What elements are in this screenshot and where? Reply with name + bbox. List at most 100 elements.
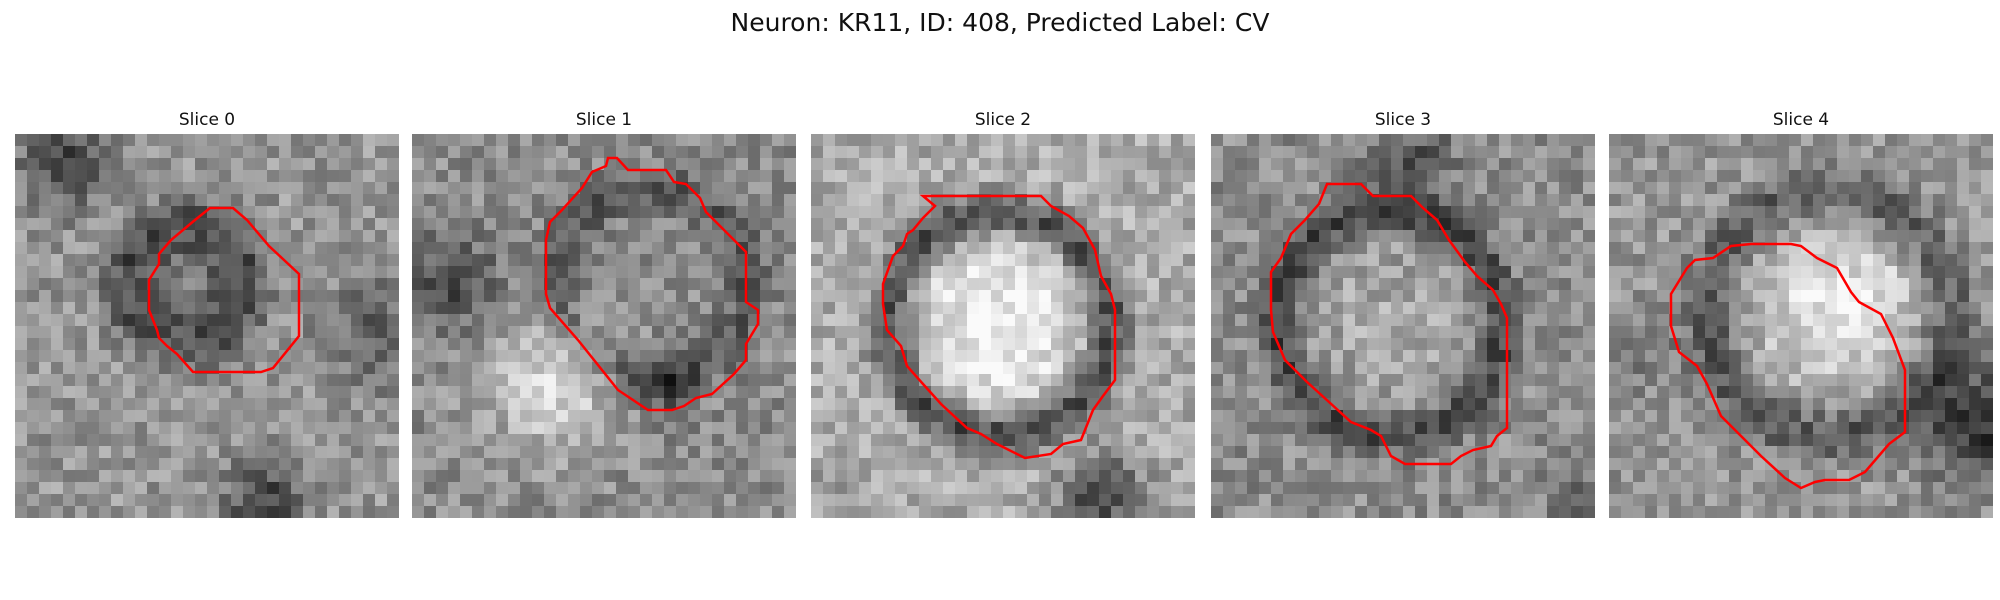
image-pixel [1981,242,1993,255]
image-pixel [1123,134,1136,147]
image-pixel [556,410,569,423]
image-pixel [736,446,749,459]
image-pixel [1849,158,1862,171]
image-pixel [736,170,749,183]
image-pixel [1271,446,1284,459]
image-pixel [1379,146,1392,159]
image-pixel [544,206,557,219]
image-pixel [1717,314,1730,327]
image-pixel [1933,338,1946,351]
image-pixel [1391,434,1404,447]
image-pixel [847,242,860,255]
image-pixel [484,230,497,243]
image-pixel [27,482,40,495]
image-pixel [895,446,908,459]
image-pixel [835,470,848,483]
image-pixel [580,506,593,518]
image-pixel [339,254,352,267]
image-pixel [243,242,256,255]
image-pixel [351,266,364,279]
image-pixel [1451,398,1464,411]
image-pixel [1003,422,1016,435]
image-pixel [1933,242,1946,255]
image-pixel [207,266,220,279]
image-pixel [811,422,824,435]
image-pixel [1211,482,1224,495]
image-pixel [243,194,256,207]
image-pixel [1183,494,1195,507]
image-pixel [883,386,896,399]
image-pixel [1051,374,1064,387]
image-pixel [339,314,352,327]
image-pixel [1319,422,1332,435]
image-pixel [15,398,28,411]
image-pixel [339,482,352,495]
image-pixel [1159,266,1172,279]
image-pixel [1051,266,1064,279]
image-pixel [568,398,581,411]
image-pixel [135,146,148,159]
image-pixel [15,482,28,495]
image-pixel [724,242,737,255]
image-pixel [907,242,920,255]
image-pixel [123,422,136,435]
image-pixel [1075,158,1088,171]
image-pixel [1063,326,1076,339]
image-pixel [1259,374,1272,387]
image-pixel [871,470,884,483]
image-pixel [1729,422,1742,435]
image-pixel [1861,446,1874,459]
image-pixel [1379,458,1392,471]
image-pixel [303,506,316,518]
image-pixel [1621,194,1634,207]
image-pixel [1909,374,1922,387]
image-pixel [724,158,737,171]
image-pixel [1885,362,1898,375]
image-pixel [1343,374,1356,387]
image-pixel [1147,458,1160,471]
image-pixel [1403,350,1416,363]
image-pixel [580,302,593,315]
image-pixel [1645,434,1658,447]
image-pixel [748,458,761,471]
image-pixel [159,254,172,267]
image-pixel [919,266,932,279]
image-pixel [1849,146,1862,159]
image-pixel [1571,434,1584,447]
image-pixel [424,398,437,411]
image-pixel [1039,350,1052,363]
image-pixel [51,422,64,435]
image-pixel [1547,170,1560,183]
image-pixel [207,146,220,159]
image-pixel [1355,494,1368,507]
image-pixel [859,506,872,518]
image-pixel [1897,410,1910,423]
image-pixel [412,230,425,243]
image-pixel [1015,410,1028,423]
image-pixel [1415,134,1428,147]
image-pixel [195,218,208,231]
image-pixel [1087,506,1100,518]
image-pixel [147,194,160,207]
image-pixel [412,326,425,339]
image-pixel [1933,314,1946,327]
image-pixel [1427,482,1440,495]
image-pixel [1403,230,1416,243]
image-pixel [1777,314,1790,327]
image-pixel [1183,302,1195,315]
image-pixel [835,158,848,171]
image-pixel [616,482,629,495]
image-pixel [712,386,725,399]
image-pixel [1705,362,1718,375]
image-pixel [39,146,52,159]
image-pixel [1403,482,1416,495]
image-pixel [1247,494,1260,507]
image-pixel [195,230,208,243]
image-pixel [1681,374,1694,387]
image-pixel [351,146,364,159]
image-pixel [63,470,76,483]
image-pixel [135,470,148,483]
image-pixel [1669,362,1682,375]
image-pixel [1211,170,1224,183]
image-pixel [147,386,160,399]
